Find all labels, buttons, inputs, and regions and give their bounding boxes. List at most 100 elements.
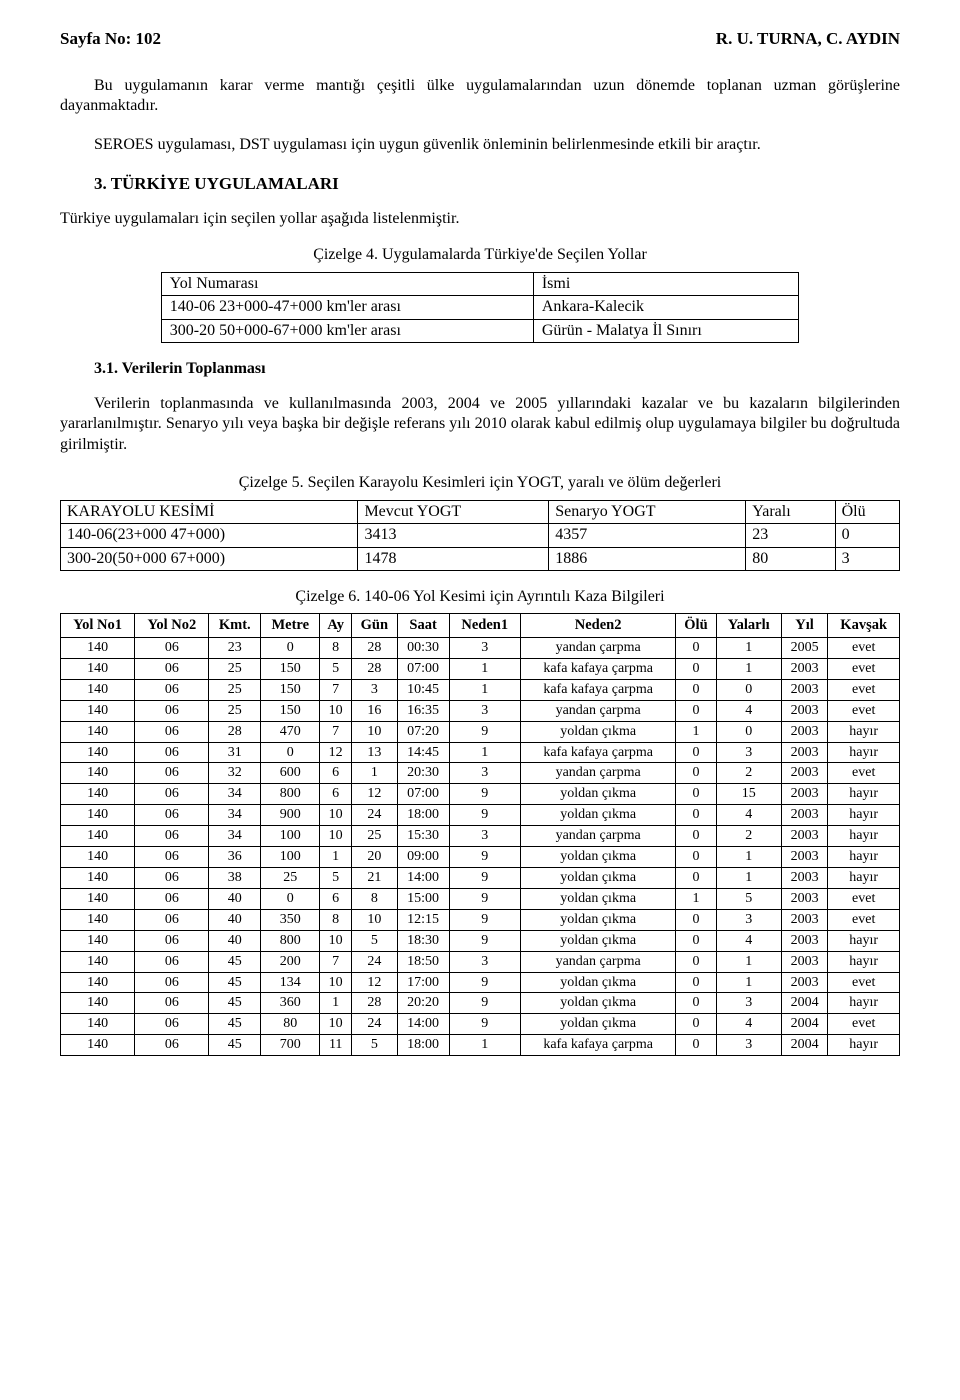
table-cell: 2004 (781, 993, 828, 1014)
table6-header: Gün (351, 614, 397, 638)
table-cell: 8 (320, 909, 351, 930)
table4-caption: Çizelge 4. Uygulamalarda Türkiye'de Seçi… (60, 245, 900, 265)
table-cell: 1886 (549, 547, 746, 570)
table-cell: 12 (320, 742, 351, 763)
table-cell: 10 (320, 930, 351, 951)
table-cell: 134 (261, 972, 320, 993)
table-cell: 1 (449, 658, 521, 679)
table-cell: 3 (449, 700, 521, 721)
table-cell: hayır (828, 847, 900, 868)
table-cell: 00:30 (397, 638, 449, 659)
page-number: Sayfa No: 102 (60, 28, 161, 50)
table-cell: 2003 (781, 826, 828, 847)
table-cell: hayır (828, 867, 900, 888)
table-cell: yoldan çıkma (521, 721, 676, 742)
table-cell: 28 (351, 993, 397, 1014)
table-cell: 140 (61, 972, 135, 993)
table-cell: evet (828, 763, 900, 784)
table-row: 1400634900102418:009yoldan çıkma042003ha… (61, 805, 900, 826)
table-cell: yoldan çıkma (521, 1014, 676, 1035)
table-cell: 0 (835, 524, 899, 547)
table-cell: 07:00 (397, 784, 449, 805)
table-row: Yol Numarası İsmi (161, 272, 798, 295)
table-cell: 10 (320, 805, 351, 826)
table-cell: 34 (209, 826, 261, 847)
table-cell: yoldan çıkma (521, 909, 676, 930)
table-cell: evet (828, 909, 900, 930)
table-cell: 0 (676, 638, 716, 659)
table-cell: yoldan çıkma (521, 847, 676, 868)
paragraph-2: SEROES uygulaması, DST uygulaması için u… (60, 135, 900, 155)
table-cell: 20:20 (397, 993, 449, 1014)
table-cell: 3 (716, 742, 781, 763)
table-cell: evet (828, 700, 900, 721)
table-cell: 3 (716, 1035, 781, 1056)
table-cell: 1 (716, 867, 781, 888)
table-cell: 140 (61, 658, 135, 679)
table-cell: 1 (676, 888, 716, 909)
table-cell: 0 (676, 763, 716, 784)
table-cell: 2003 (781, 930, 828, 951)
table-cell: 06 (135, 847, 209, 868)
table-cell: 9 (449, 847, 521, 868)
table-cell: 2003 (781, 763, 828, 784)
table-cell: 06 (135, 909, 209, 930)
table-cell: hayır (828, 742, 900, 763)
table-cell: yandan çarpma (521, 700, 676, 721)
table-row: 140-06(23+000 47+000) 3413 4357 23 0 (61, 524, 900, 547)
table-row: 14006310121314:451kafa kafaya çarpma0320… (61, 742, 900, 763)
table-row: 140-06 23+000-47+000 km'ler arası Ankara… (161, 296, 798, 319)
table-cell: 25 (351, 826, 397, 847)
table-cell: 07:20 (397, 721, 449, 742)
section-3-title: 3. TÜRKİYE UYGULAMALARI (60, 173, 900, 195)
table-cell: 10:45 (397, 679, 449, 700)
table-cell: 1 (716, 638, 781, 659)
table-cell: 9 (449, 993, 521, 1014)
table-cell: 3 (716, 993, 781, 1014)
table-cell: 9 (449, 888, 521, 909)
table-cell: 6 (320, 888, 351, 909)
table-cell: 07:00 (397, 658, 449, 679)
table-cell: 140-06(23+000 47+000) (61, 524, 358, 547)
table-cell: 18:00 (397, 805, 449, 826)
table-cell: 21 (351, 867, 397, 888)
table-cell: 06 (135, 658, 209, 679)
table-cell: 150 (261, 658, 320, 679)
table-cell: 140 (61, 1014, 135, 1035)
table5-caption: Çizelge 5. Seçilen Karayolu Kesimleri iç… (60, 473, 900, 493)
table-cell: 17:00 (397, 972, 449, 993)
table-cell: 8 (320, 638, 351, 659)
table-cell: 1 (716, 951, 781, 972)
table-cell: 3413 (358, 524, 549, 547)
table-cell: 24 (351, 951, 397, 972)
table-cell: 20 (351, 847, 397, 868)
table-cell: 6 (320, 784, 351, 805)
table-cell: 06 (135, 972, 209, 993)
table6-header: Saat (397, 614, 449, 638)
table-cell: 0 (676, 679, 716, 700)
table-cell: 140 (61, 700, 135, 721)
table-row: 140064580102414:009yoldan çıkma042004eve… (61, 1014, 900, 1035)
table-cell: 0 (676, 1035, 716, 1056)
table-cell: 0 (676, 867, 716, 888)
table-cell: 140 (61, 993, 135, 1014)
table-cell: 9 (449, 930, 521, 951)
table-cell: evet (828, 638, 900, 659)
table-row: KARAYOLU KESİMİ Mevcut YOGT Senaryo YOGT… (61, 500, 900, 523)
table-cell: 24 (351, 805, 397, 826)
table-cell: hayır (828, 1035, 900, 1056)
table5-header: Senaryo YOGT (549, 500, 746, 523)
table-cell: 0 (676, 784, 716, 805)
table-cell: 14:00 (397, 867, 449, 888)
table-cell: 1 (320, 993, 351, 1014)
table-cell: 2 (716, 826, 781, 847)
table-cell: 34 (209, 805, 261, 826)
table-cell: 06 (135, 700, 209, 721)
table-cell: 140 (61, 1035, 135, 1056)
table-cell: 36 (209, 847, 261, 868)
table-cell: 06 (135, 805, 209, 826)
table-cell: 0 (676, 951, 716, 972)
table-cell: 40 (209, 909, 261, 930)
table-cell: 06 (135, 784, 209, 805)
table-cell: hayır (828, 930, 900, 951)
